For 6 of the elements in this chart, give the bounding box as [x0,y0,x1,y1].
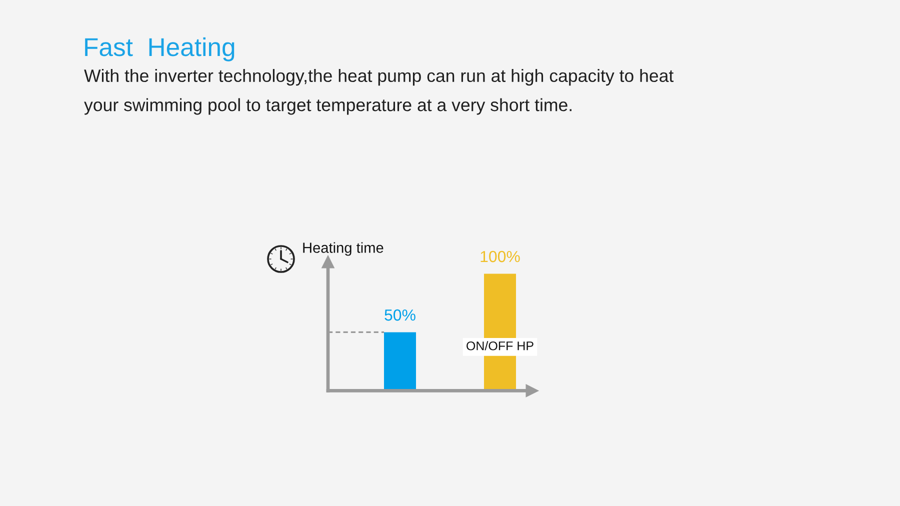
y-axis-title: Heating time [303,242,384,256]
chart-subtitle: With the inverter technology,the heat pump can run at high capacity to heat your swimming pool to target temperature at a very short time. [84,69,674,115]
data-label: 50% [384,309,416,321]
x-tick-label: ON/OFF HP [466,341,534,350]
data-label: 100% [480,250,520,262]
chart-title: Fast Heating [85,37,234,62]
